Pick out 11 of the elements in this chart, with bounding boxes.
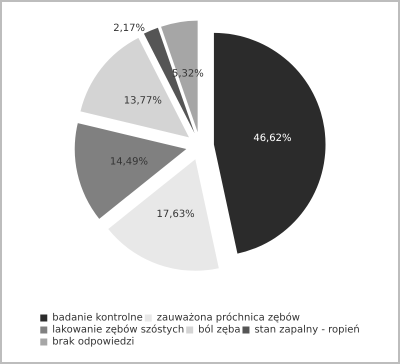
legend-label: badanie kontrolne	[52, 312, 143, 324]
legend-label: zauważona próchnica zębów	[156, 312, 300, 324]
legend-label: ból zęba	[198, 324, 240, 336]
legend-label: lakowanie zębów szóstych	[52, 324, 184, 336]
data-label: 46,62%	[253, 132, 292, 144]
data-label: 17,63%	[156, 209, 195, 220]
data-label: 2,17%	[113, 23, 146, 34]
legend-label: stan zapalny - ropień	[254, 324, 360, 336]
legend-label: brak odpowiedzi	[52, 336, 134, 348]
data-label: 13,77%	[124, 95, 162, 106]
data-label: 14,49%	[110, 156, 148, 168]
